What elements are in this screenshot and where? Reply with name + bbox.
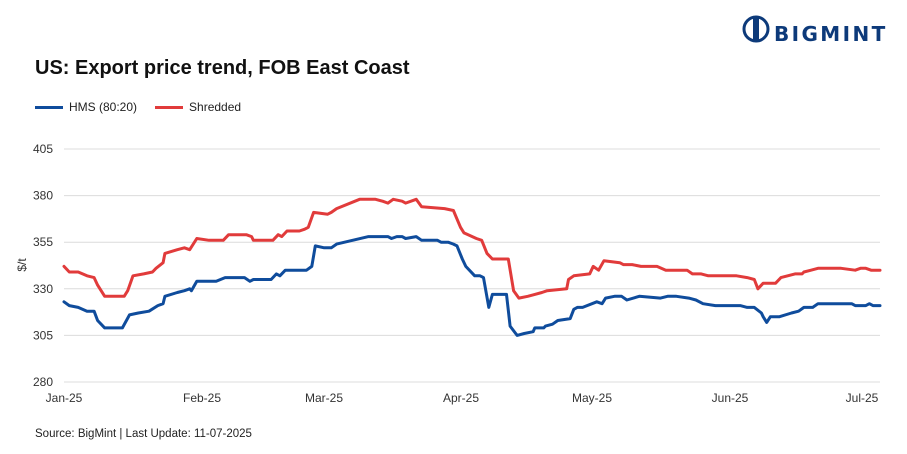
y-tick-label: 405: [33, 142, 53, 156]
y-tick-label: 330: [33, 282, 53, 296]
x-tick-label: Apr-25: [443, 391, 479, 405]
y-axis-label: $/t: [15, 258, 29, 272]
series-line-shredded: [62, 197, 882, 300]
legend-item-hms: HMS (80:20): [35, 100, 137, 114]
legend-label-hms: HMS (80:20): [69, 100, 138, 114]
y-tick-label: 280: [33, 375, 53, 389]
series-line-hms: [62, 235, 882, 337]
chart-title: US: Export price trend, FOB East Coast: [35, 57, 410, 79]
x-tick-label: May-25: [572, 391, 612, 405]
source-note: Source: BigMint | Last Update: 11-07-202…: [35, 428, 252, 440]
chart-legend: HMS (80:20) Shredded: [35, 100, 241, 114]
x-tick-label: Jul-25: [846, 391, 879, 405]
x-tick-label: Mar-25: [305, 391, 343, 405]
legend-swatch-shredded: [155, 105, 184, 109]
y-tick-label: 305: [33, 328, 53, 342]
bigmint-logo: BIGMINT: [738, 10, 898, 50]
x-tick-label: Jan-25: [46, 391, 83, 405]
y-tick-label: 355: [33, 235, 53, 249]
x-tick-label: Feb-25: [183, 391, 221, 405]
x-tick-label: Jun-25: [712, 391, 749, 405]
legend-swatch-hms: [35, 105, 63, 109]
legend-item-shredded: Shredded: [155, 100, 241, 114]
y-tick-label: 380: [33, 189, 53, 203]
bigmint-logo-mark-icon: [742, 15, 770, 43]
legend-label-shredded: Shredded: [189, 100, 242, 114]
bigmint-logo-text: BIGMINT: [774, 22, 888, 46]
